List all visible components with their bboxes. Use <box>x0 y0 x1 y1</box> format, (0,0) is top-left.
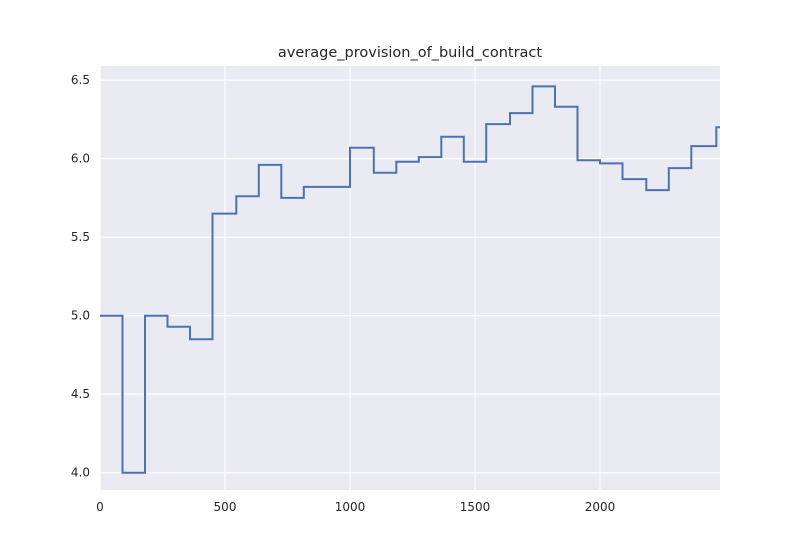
x-gridlines <box>99 66 601 490</box>
y-tick-labels: 4.0 4.5 5.0 5.5 6.0 6.5 <box>71 73 90 480</box>
y-tick-label: 4.5 <box>71 387 90 401</box>
x-tick-label: 1000 <box>335 500 366 514</box>
y-tick-label: 6.0 <box>71 152 90 166</box>
y-tick-label: 5.0 <box>71 309 90 323</box>
x-tick-labels: 0 500 1000 1500 2000 <box>96 500 615 514</box>
x-tick-label: 2000 <box>585 500 616 514</box>
x-tick-label: 0 <box>96 500 104 514</box>
y-tick-label: 5.5 <box>71 230 90 244</box>
y-gridlines <box>100 79 720 474</box>
y-tick-label: 4.0 <box>71 466 90 480</box>
plot-area <box>100 66 720 490</box>
y-tick-label: 6.5 <box>71 73 90 87</box>
chart-title: average_provision_of_build_contract <box>278 45 543 61</box>
x-tick-label: 500 <box>214 500 237 514</box>
series-line <box>100 85 720 474</box>
x-tick-label: 1500 <box>460 500 491 514</box>
